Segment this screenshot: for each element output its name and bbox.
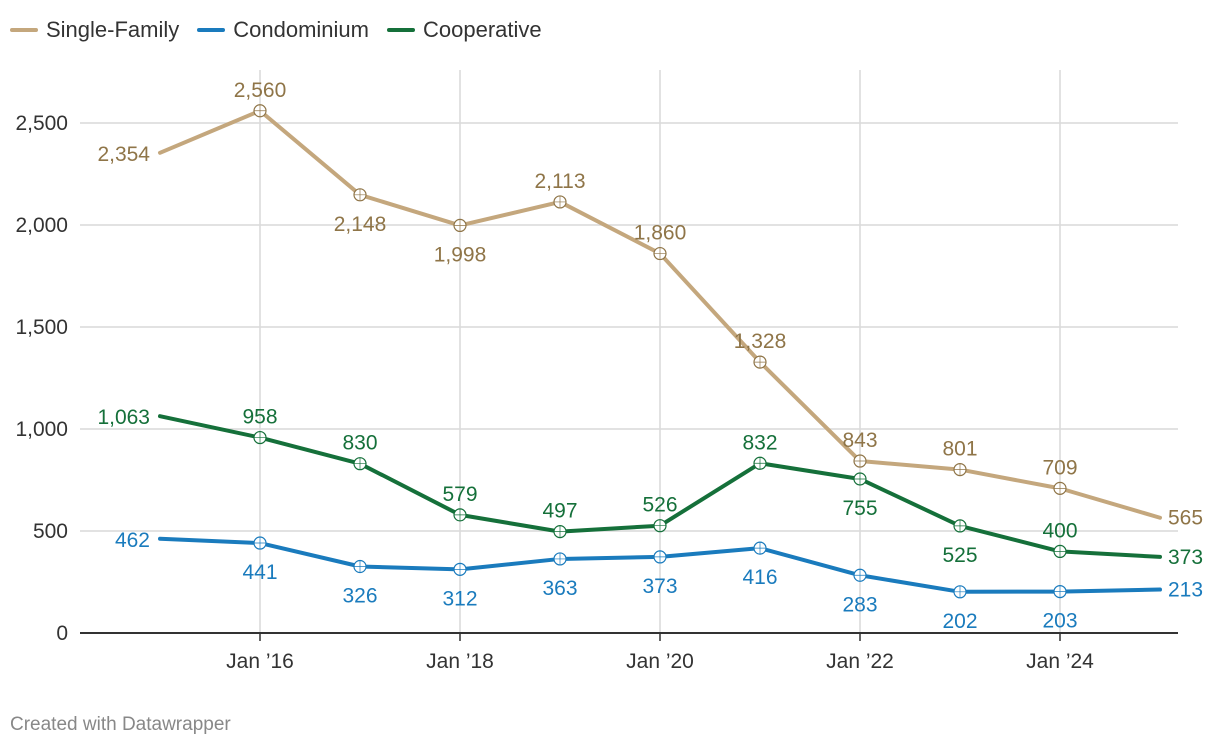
data-label-cooperative: 497 [542,500,577,523]
legend-item-cooperative: Cooperative [387,17,542,43]
data-point-crosshair-single-family [1054,482,1066,495]
data-label-cooperative: 1,063 [97,406,150,429]
data-label-cooperative: 832 [742,431,777,454]
data-label-single-family: 843 [842,429,877,452]
data-label-single-family: 565 [1168,507,1203,530]
data-label-single-family: 2,560 [234,79,287,102]
data-label-single-family: 2,113 [535,170,586,193]
legend-swatch-cooperative [387,28,415,32]
x-tick-label: Jan ’16 [226,650,294,673]
legend-label-single-family: Single-Family [46,17,180,42]
data-point-crosshair-cooperative [554,525,566,538]
y-tick-label: 0 [56,622,68,645]
legend-item-single-family: Single-Family [10,17,179,43]
data-label-condominium: 326 [342,584,377,607]
data-point-crosshair-single-family [854,455,866,468]
data-point-crosshair-cooperative [754,457,766,470]
data-label-single-family: 1,860 [634,222,687,245]
data-label-cooperative: 958 [242,406,277,429]
data-label-condominium: 373 [642,575,677,598]
data-label-condominium: 202 [942,610,977,633]
data-label-condominium: 203 [1042,610,1077,633]
data-point-crosshair-condominium [654,550,666,563]
x-tick-label: Jan ’18 [426,650,494,673]
y-tick-label: 1,500 [15,316,68,339]
data-label-cooperative: 526 [642,494,677,517]
legend-label-cooperative: Cooperative [423,17,542,42]
data-point-crosshair-condominium [754,542,766,555]
data-label-cooperative: 373 [1168,546,1203,569]
legend-swatch-condominium [197,28,226,32]
data-point-crosshair-condominium [254,537,266,550]
data-label-single-family: 801 [942,438,977,461]
data-point-crosshair-cooperative [654,519,666,532]
data-point-crosshair-cooperative [1054,545,1066,558]
y-tick-label: 2,500 [15,112,68,135]
y-tick-label: 2,000 [15,214,68,237]
legend-swatch-single-family [10,28,38,32]
data-label-condominium: 462 [115,529,150,552]
data-label-cooperative: 755 [842,497,877,520]
data-point-crosshair-single-family [954,463,966,476]
data-label-cooperative: 579 [442,483,477,506]
data-label-single-family: 1,328 [734,330,787,353]
data-point-crosshair-cooperative [254,431,266,444]
data-label-single-family: 2,354 [97,143,150,166]
data-point-crosshair-cooperative [954,519,966,532]
data-label-condominium: 213 [1168,579,1203,602]
data-point-crosshair-single-family [754,356,766,369]
data-point-crosshair-cooperative [354,457,366,470]
data-point-crosshair-single-family [554,195,566,208]
data-point-crosshair-condominium [854,569,866,582]
data-label-condominium: 416 [742,566,777,589]
legend-label-condominium: Condominium [233,17,369,42]
data-point-crosshair-condominium [554,552,566,565]
data-point-crosshair-cooperative [854,472,866,485]
y-tick-label: 1,000 [15,418,68,441]
data-label-condominium: 363 [542,577,577,600]
data-label-single-family: 709 [1042,456,1077,479]
datawrapper-credit: Created with Datawrapper [10,714,231,735]
data-label-cooperative: 525 [942,544,977,567]
data-point-crosshair-condominium [454,563,466,576]
data-point-crosshair-condominium [354,560,366,573]
data-label-condominium: 312 [442,587,477,610]
data-point-crosshair-single-family [254,104,266,117]
y-tick-label: 500 [33,520,68,543]
data-point-crosshair-single-family [354,188,366,201]
data-label-single-family: 1,998 [434,243,487,266]
x-tick-label: Jan ’22 [826,650,894,673]
x-tick-label: Jan ’20 [626,650,694,673]
data-label-condominium: 283 [842,593,877,616]
data-point-crosshair-single-family [654,247,666,260]
x-tick-label: Jan ’24 [1026,650,1094,673]
legend-item-condominium: Condominium [197,17,369,43]
data-label-single-family: 2,148 [334,213,387,236]
data-label-cooperative: 830 [342,432,377,455]
data-point-crosshair-condominium [1054,585,1066,598]
chart-legend: Single-Family Condominium Cooperative [10,14,560,46]
data-point-crosshair-single-family [454,219,466,232]
data-point-crosshair-condominium [954,585,966,598]
data-point-crosshair-cooperative [454,508,466,521]
data-label-cooperative: 400 [1042,519,1077,542]
data-label-condominium: 441 [242,561,277,584]
